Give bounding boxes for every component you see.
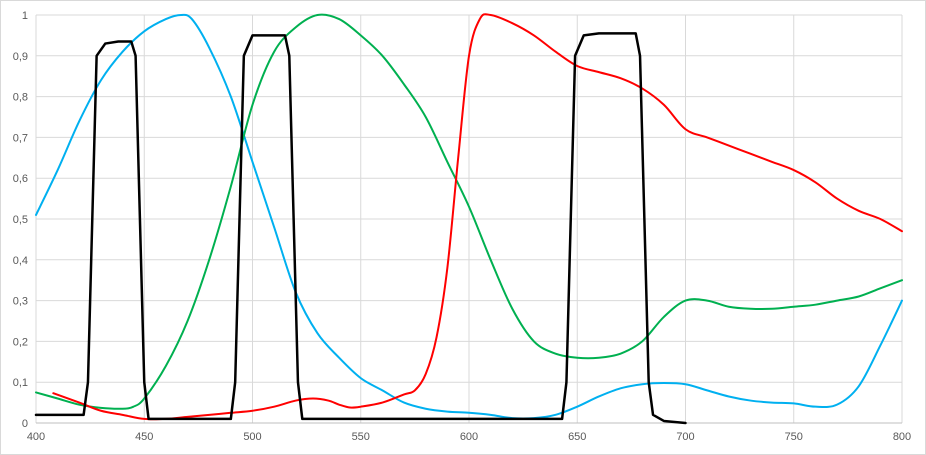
y-tick-label: 0 — [22, 418, 28, 430]
y-tick-label: 0,7 — [13, 132, 28, 144]
y-tick-label: 0,9 — [13, 51, 28, 63]
x-tick-label: 600 — [460, 431, 478, 443]
grid — [35, 14, 903, 424]
y-tick-label: 0,5 — [13, 214, 28, 226]
blue-series-line — [35, 13, 903, 420]
black-series-line — [34, 32, 687, 425]
x-tick-label: 700 — [676, 431, 694, 443]
y-tick-label: 1 — [22, 10, 28, 22]
x-tick-label: 500 — [243, 431, 261, 443]
tick-labels: 0 0,1 0,2 0,3 0,4 0,5 0,6 0,7 0,8 0,9 1 400 450 500 55… — [13, 10, 911, 443]
green-series-line — [35, 13, 903, 410]
red-series-line — [52, 13, 903, 421]
y-tick-label: 0,6 — [13, 173, 28, 185]
x-tick-label: 750 — [785, 431, 803, 443]
y-tick-label: 0,3 — [13, 296, 28, 308]
x-tick-label: 550 — [352, 431, 370, 443]
y-tick-label: 0,1 — [13, 377, 28, 389]
x-tick-label: 650 — [568, 431, 586, 443]
y-tick-label: 0,2 — [13, 336, 28, 348]
x-tick-label: 400 — [27, 431, 45, 443]
x-tick-label: 450 — [135, 431, 153, 443]
y-tick-label: 0,8 — [13, 92, 28, 104]
x-tick-label: 800 — [893, 431, 911, 443]
y-tick-label: 0,4 — [13, 255, 28, 267]
series-group — [34, 13, 903, 425]
